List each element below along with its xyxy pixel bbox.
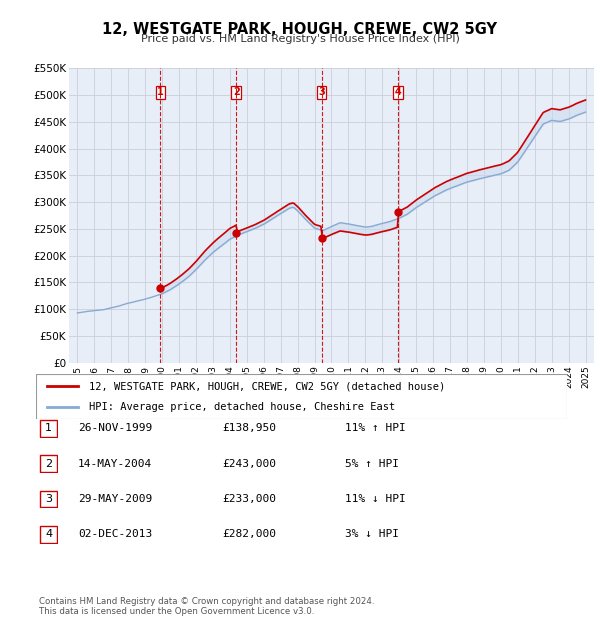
Text: 4: 4	[395, 87, 401, 97]
Text: 3: 3	[318, 87, 325, 97]
Text: 1: 1	[45, 423, 52, 433]
FancyBboxPatch shape	[40, 526, 57, 543]
Text: 29-MAY-2009: 29-MAY-2009	[78, 494, 152, 504]
Text: 11% ↑ HPI: 11% ↑ HPI	[345, 423, 406, 433]
Text: 4: 4	[45, 529, 52, 539]
Text: 11% ↓ HPI: 11% ↓ HPI	[345, 494, 406, 504]
Text: 1: 1	[157, 87, 164, 97]
Text: Price paid vs. HM Land Registry's House Price Index (HPI): Price paid vs. HM Land Registry's House …	[140, 34, 460, 44]
Text: 02-DEC-2013: 02-DEC-2013	[78, 529, 152, 539]
Text: 2: 2	[233, 87, 239, 97]
FancyBboxPatch shape	[40, 491, 57, 507]
Text: £243,000: £243,000	[222, 459, 276, 469]
Text: 12, WESTGATE PARK, HOUGH, CREWE, CW2 5GY (detached house): 12, WESTGATE PARK, HOUGH, CREWE, CW2 5GY…	[89, 381, 445, 391]
Text: £233,000: £233,000	[222, 494, 276, 504]
Text: This data is licensed under the Open Government Licence v3.0.: This data is licensed under the Open Gov…	[39, 607, 314, 616]
Text: 14-MAY-2004: 14-MAY-2004	[78, 459, 152, 469]
Text: 5% ↑ HPI: 5% ↑ HPI	[345, 459, 399, 469]
Text: 3: 3	[45, 494, 52, 504]
Text: £138,950: £138,950	[222, 423, 276, 433]
Text: Contains HM Land Registry data © Crown copyright and database right 2024.: Contains HM Land Registry data © Crown c…	[39, 597, 374, 606]
Text: 2: 2	[45, 459, 52, 469]
Text: £282,000: £282,000	[222, 529, 276, 539]
FancyBboxPatch shape	[40, 455, 57, 472]
FancyBboxPatch shape	[40, 420, 57, 436]
Text: HPI: Average price, detached house, Cheshire East: HPI: Average price, detached house, Ches…	[89, 402, 395, 412]
Text: 3% ↓ HPI: 3% ↓ HPI	[345, 529, 399, 539]
Text: 12, WESTGATE PARK, HOUGH, CREWE, CW2 5GY: 12, WESTGATE PARK, HOUGH, CREWE, CW2 5GY	[103, 22, 497, 37]
Text: 26-NOV-1999: 26-NOV-1999	[78, 423, 152, 433]
FancyBboxPatch shape	[36, 374, 567, 419]
